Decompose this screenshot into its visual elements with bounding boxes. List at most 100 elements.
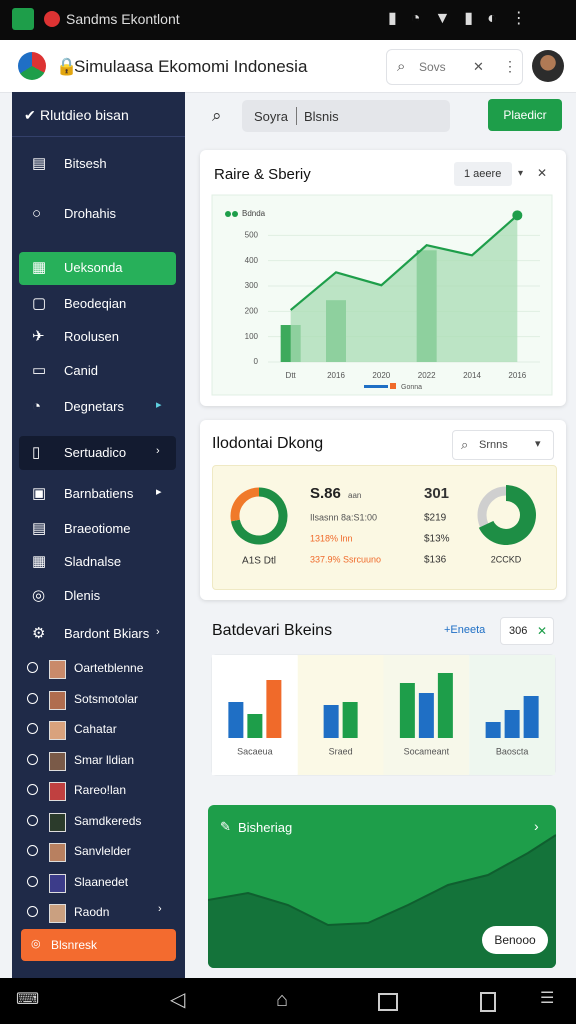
user-radio[interactable] [27,662,38,673]
nav-menu[interactable]: ☰ [540,990,555,1007]
user-radio[interactable] [27,723,38,734]
user-name[interactable]: Slaanedet [74,874,129,889]
card-search[interactable]: ⌕ Srnns ▾ [452,430,554,460]
bar [342,702,358,738]
x-tick-label: Dtt [286,371,297,380]
sidebar-item[interactable]: Bitsesh [64,156,107,171]
app-icon [12,8,34,30]
item-icon: ◔ [32,398,42,415]
search-text: Srnns [479,439,508,451]
sidebar-button[interactable]: ◎ Blsnresk [21,929,176,961]
legend-label: Bdnda [242,209,266,218]
user-avatar [49,812,66,832]
item-icon: ◎ [32,587,46,604]
sidebar-heading: Rlutdieo bisan [40,107,129,123]
user-radio[interactable] [27,875,38,887]
nav-back[interactable]: ◁ [170,989,186,1011]
toolbar-search[interactable]: Soyra Blsnis [242,100,450,132]
trend-shape [208,835,556,968]
user-name[interactable]: Raodn [74,905,110,919]
sidebar-item[interactable]: Ueksonda [64,260,123,275]
sidebar-item[interactable]: Bardont Bkiars [64,626,150,641]
toolbar-search-icon: ⌕ [212,106,222,125]
close-icon[interactable]: ✕ [537,166,548,180]
search-text: Sovs [419,60,446,74]
search-right: Blsnis [304,109,339,124]
user-name[interactable]: Sanvlelder [74,844,131,858]
x-tick-label: 2014 [463,371,481,380]
count-chip[interactable]: 306 ✕ [500,617,554,645]
trend-button[interactable]: Benooo [482,926,548,954]
nav-bar: ⌨ ◁ ⌂ ☰ [0,978,576,1024]
user-radio[interactable] [27,906,38,917]
bar [228,702,244,738]
user-avatar [49,751,66,771]
sidebar-item[interactable]: Degnetars [64,399,124,414]
x-tick-label: 2022 [418,371,436,380]
nav-home[interactable]: ⌂ [276,989,289,1011]
nav-recent[interactable] [378,993,398,1011]
user-avatar [49,721,66,740]
nav-keyboard[interactable]: ⌨ [16,991,40,1008]
user-avatar [49,904,66,923]
sidebar-item[interactable]: Drohahis [64,206,117,221]
sidebar-item[interactable]: Dlenis [64,588,101,603]
stat-line: 337.9% Ssrcuuno [310,554,381,564]
x-tick-label: 2020 [372,371,390,380]
card-link[interactable]: +Eneeta [444,624,486,636]
panel-label: Socameant [404,746,450,756]
clear-icon[interactable]: ✕ [473,59,484,74]
avatar[interactable] [532,50,564,82]
user-radio[interactable] [27,784,38,795]
period-dropdown[interactable]: 1 aeere [454,162,512,186]
dropdown-text: 1 aeere [464,168,502,180]
panel-label: Sraed [329,746,353,756]
primary-button[interactable]: Plaedicr [488,99,562,131]
lock-icon: 🔒 [56,57,78,76]
sidebar-item[interactable]: Canid [64,363,98,378]
bar [247,714,263,738]
y-tick-label: 200 [245,306,259,315]
gauge-hole [492,501,520,529]
user-name[interactable]: Oartetblenne [74,661,144,675]
search-icon: ⌕ [397,58,406,75]
sidebar-item[interactable]: Roolusen [64,329,119,344]
dropdown-caret: ▾ [518,168,524,179]
headline: S.86 [310,485,341,502]
sidebar-item[interactable]: Sladnalse [64,554,122,569]
panel-label: Baoscta [496,746,529,756]
legend-swatch [225,211,231,217]
active-item-bg [19,252,176,285]
trend-chevron[interactable]: › [534,818,539,834]
trend-line [208,834,556,927]
compare-panel [297,655,384,775]
panel-label: Sacaeua [237,746,273,756]
sidebar-item[interactable]: Barnbatiens [64,486,134,501]
user-radio[interactable] [27,692,38,704]
divider [12,136,185,137]
card-title: Batdevari Bkeins [212,622,333,639]
user-name[interactable]: Smar lldian [74,752,135,767]
search-icon: ⌕ [461,437,469,452]
headline-note: aan [348,491,361,500]
sidebar-item[interactable]: Braeotiome [64,521,131,536]
user-name[interactable]: Samdkereds [74,813,142,828]
more-icon[interactable]: ⋮ [503,58,517,74]
user-radio[interactable] [27,814,38,826]
bar [266,680,282,738]
search-left: Soyra [254,109,288,124]
user-avatar [49,873,66,893]
y-tick-label: 400 [245,256,259,265]
nav-tab[interactable] [480,992,496,1012]
sidebar-item[interactable]: Beodeqian [64,296,127,311]
user-radio[interactable] [27,753,38,765]
user-radio[interactable] [27,845,38,856]
item-icon: ▭ [32,362,47,379]
header-search[interactable]: ⌕ Sovs ✕ ⋮ [386,49,523,85]
user-name[interactable]: Cahatar [74,722,117,736]
user-name[interactable]: Sotsmotolar [74,691,139,706]
user-name[interactable]: Rareo!lan [74,783,127,797]
item-icon: ⚙ [32,625,46,642]
sidebar-item[interactable]: Sertuadico [64,445,127,460]
